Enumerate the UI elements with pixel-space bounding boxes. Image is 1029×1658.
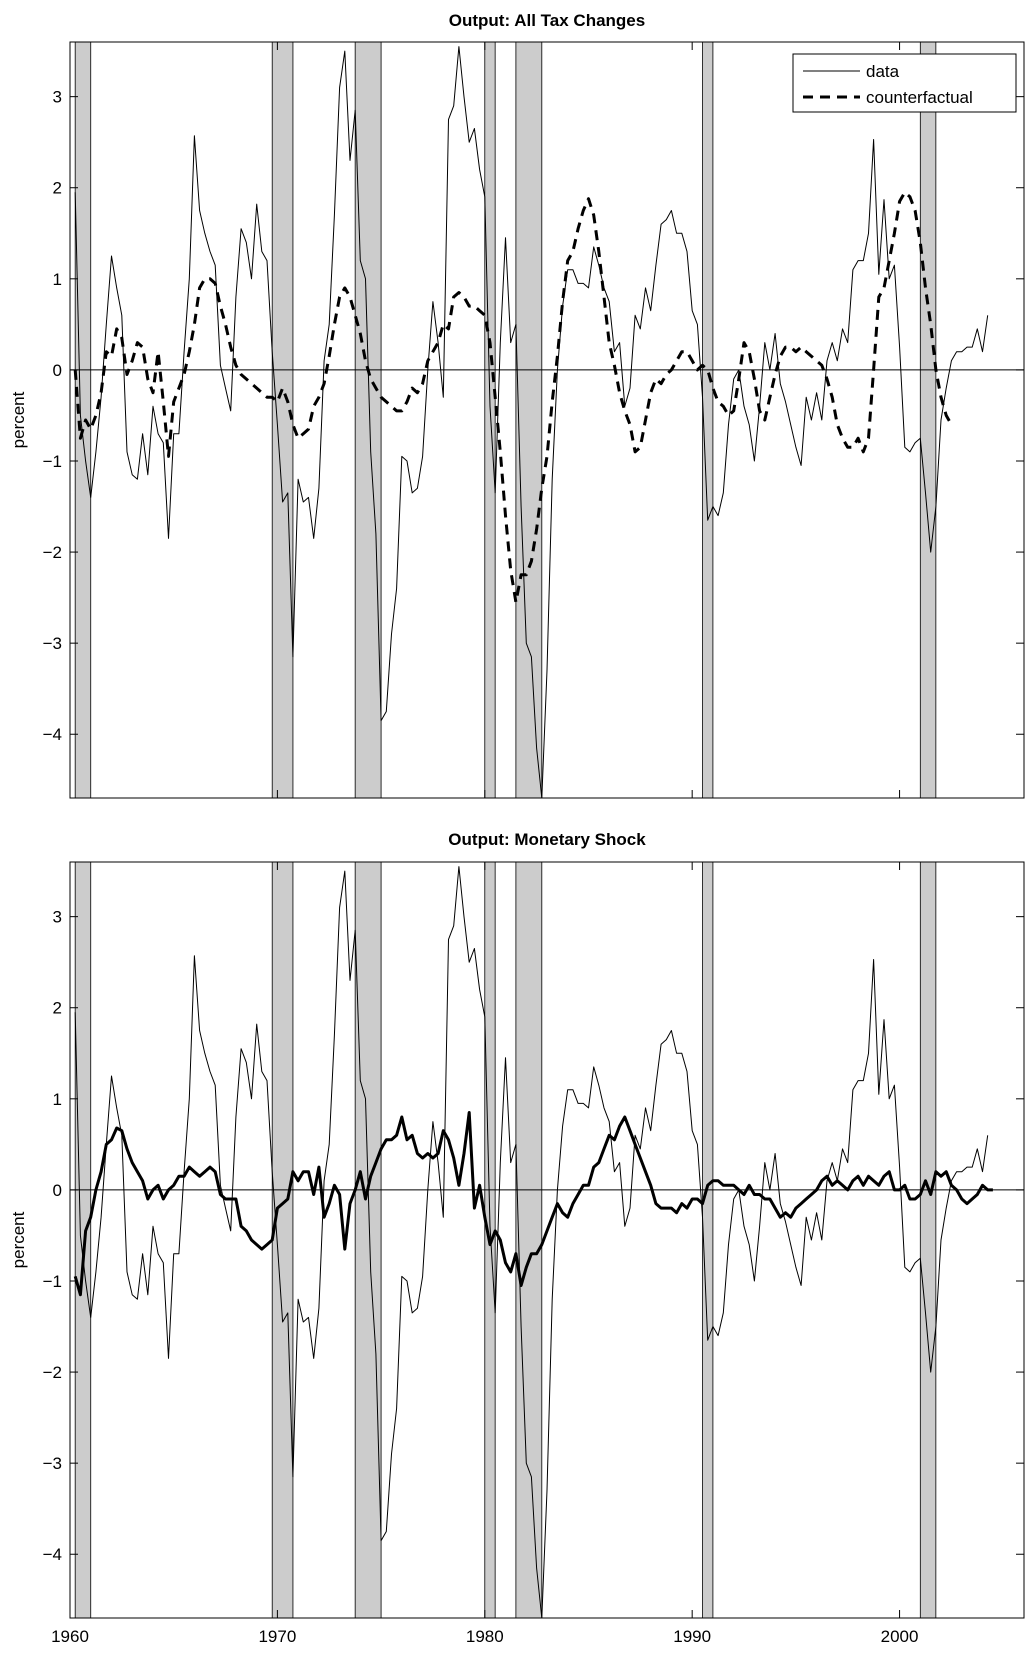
y-tick-label: 0 [53, 361, 62, 380]
series-line-data [74, 866, 989, 1618]
recession-bar [271, 861, 294, 1619]
panel-2: 3 2 1 0 −1 −2 −3 −4 1960 1970 1980 1990 2000 Output: … [9, 830, 1025, 1646]
y-axis-label: percent [9, 1211, 28, 1268]
y-tick-label: 1 [53, 1090, 62, 1109]
chart-title: Output: Monetary Shock [448, 830, 646, 849]
x-tick-label: 1980 [466, 1627, 504, 1646]
panel-1: 3 2 1 0 −1 −2 −3 −4 Output: All Tax Changes perce… [9, 11, 1025, 799]
recession-bar [354, 41, 382, 799]
recession-bar [919, 861, 937, 1619]
y-tick-label: −3 [43, 1454, 62, 1473]
recession-bar [484, 41, 496, 799]
recession-bar [271, 41, 294, 799]
y-tick-label: 2 [53, 179, 62, 198]
x-tick-label: 1960 [51, 1627, 89, 1646]
legend-label-counterfactual: counterfactual [866, 88, 973, 107]
recession-bar [74, 41, 92, 799]
y-tick-label: −1 [43, 1272, 62, 1291]
y-tick-label: 0 [53, 1181, 62, 1200]
y-tick-label: −3 [43, 634, 62, 653]
recession-bar [354, 861, 382, 1619]
legend-label-data: data [866, 62, 900, 81]
plot-frame [69, 861, 1025, 1619]
y-tick-label: −4 [43, 725, 62, 744]
plot-frame [69, 41, 1025, 799]
y-tick-label: 3 [53, 88, 62, 107]
y-tick-label: −1 [43, 452, 62, 471]
x-tick-label: 1970 [258, 1627, 296, 1646]
series-line-counterfactual [73, 1111, 993, 1297]
recession-bar [515, 41, 543, 799]
recession-bar [515, 861, 543, 1619]
recession-bar [702, 861, 714, 1619]
legend: data counterfactual [792, 53, 1017, 113]
y-tick-label: −2 [43, 543, 62, 562]
recession-bar [74, 861, 92, 1619]
y-tick-label: −4 [43, 1545, 62, 1564]
series-line-data [74, 46, 989, 798]
y-tick-label: −2 [43, 1363, 62, 1382]
recession-bar [919, 41, 937, 799]
x-tick-label: 1990 [673, 1627, 711, 1646]
y-tick-label: 1 [53, 270, 62, 289]
recession-bar [702, 41, 714, 799]
series-line-counterfactual [73, 190, 953, 604]
x-tick-label: 2000 [881, 1627, 919, 1646]
y-tick-label: 3 [53, 908, 62, 927]
chart-title: Output: All Tax Changes [449, 11, 645, 30]
y-tick-label: 2 [53, 999, 62, 1018]
y-axis-label: percent [9, 391, 28, 448]
legend-box [792, 53, 1017, 113]
